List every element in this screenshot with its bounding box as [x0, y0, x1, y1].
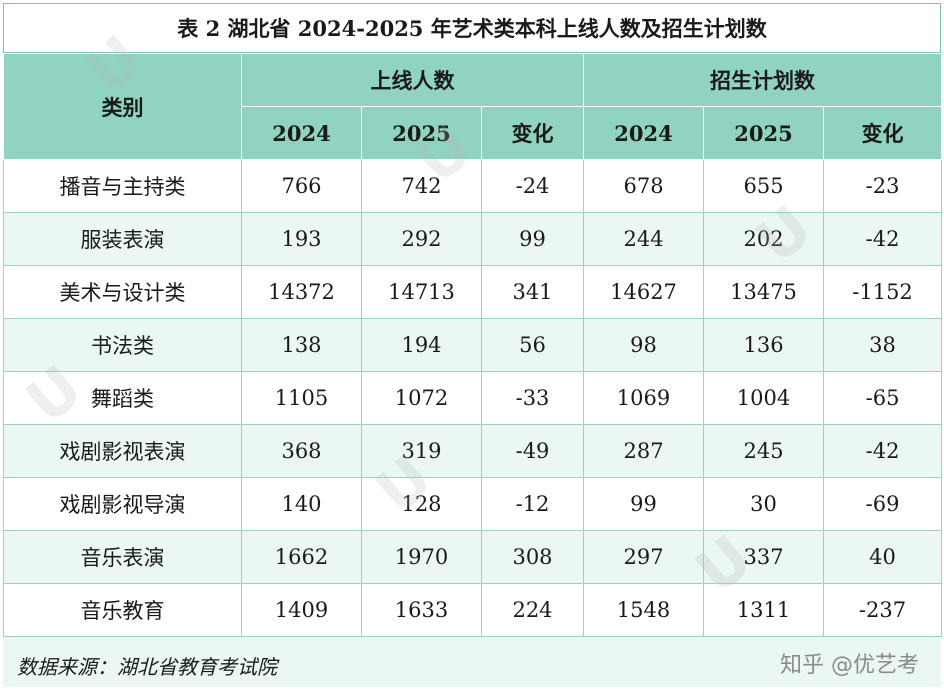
table-cell: -12	[480, 477, 585, 531]
table-cell: 202	[703, 212, 825, 266]
table-cell: 128	[361, 477, 482, 531]
table-cell: 287	[583, 424, 705, 478]
table-cell: 1970	[361, 530, 482, 584]
row-category: 戏剧影视表演	[3, 424, 242, 478]
table-cell: 292	[361, 212, 482, 266]
table-cell: 224	[480, 583, 585, 637]
table-cell: 14713	[361, 265, 482, 319]
row-category: 书法类	[3, 318, 242, 372]
table-row: 舞蹈类 1105 1072 -33 1069 1004 -65	[3, 371, 943, 425]
row-category: 音乐表演	[3, 530, 242, 584]
table-cell: 136	[703, 318, 825, 372]
subheader-2025: 2025	[703, 106, 825, 160]
table-cell: 99	[583, 477, 705, 531]
table-row: 美术与设计类 14372 14713 341 14627 13475 -1152	[3, 265, 943, 319]
table-cell: -237	[823, 583, 943, 637]
row-category: 戏剧影视导演	[3, 477, 242, 531]
table-cell: 1069	[583, 371, 705, 425]
row-category: 播音与主持类	[3, 159, 242, 213]
brand-watermark: 知乎 @优艺考	[780, 653, 919, 678]
table-cell: -42	[823, 424, 943, 478]
table-cell: 766	[241, 159, 362, 213]
table-cell: -65	[823, 371, 943, 425]
table-row: 音乐教育 1409 1633 224 1548 1311 -237	[3, 583, 943, 637]
table-cell: 1072	[361, 371, 482, 425]
table-cell: 1662	[241, 530, 362, 584]
table-row: 音乐表演 1662 1970 308 297 337 40	[3, 530, 943, 584]
table-cell: 40	[823, 530, 943, 584]
table-cell: 368	[241, 424, 362, 478]
subheader-2024: 2024	[241, 106, 362, 160]
table-cell: 1548	[583, 583, 705, 637]
table-cell: -49	[480, 424, 585, 478]
row-category: 美术与设计类	[3, 265, 242, 319]
table-cell: 341	[480, 265, 585, 319]
table-footer: 数据来源：湖北省教育考试院 知乎 @优艺考	[3, 636, 941, 687]
table-row: 播音与主持类 766 742 -24 678 655 -23	[3, 159, 943, 213]
table-cell: 14627	[583, 265, 705, 319]
header-enrollment-plan: 招生计划数	[583, 53, 943, 107]
data-table: 类别 上线人数 招生计划数 2024 2025 变化 2024 2025 变化 …	[3, 53, 943, 637]
table-title: 表 2 湖北省 2024-2025 年艺术类本科上线人数及招生计划数	[3, 3, 941, 53]
data-source: 数据来源：湖北省教育考试院	[17, 655, 277, 679]
table-cell: 140	[241, 477, 362, 531]
table-cell: 337	[703, 530, 825, 584]
header-online-count: 上线人数	[240, 53, 585, 107]
table-cell: 14372	[241, 265, 362, 319]
table-cell: 13475	[703, 265, 825, 319]
table-cell: 138	[241, 318, 362, 372]
subheader-2025: 2025	[361, 106, 482, 160]
table-cell: 194	[361, 318, 482, 372]
row-category: 服装表演	[3, 212, 242, 266]
table-cell: -23	[823, 159, 943, 213]
table-cell: 1311	[703, 583, 825, 637]
table-cell: 319	[361, 424, 482, 478]
header-category: 类别	[3, 53, 242, 160]
table-cell: 30	[703, 477, 825, 531]
table-row: 戏剧影视表演 368 319 -49 287 245 -42	[3, 424, 943, 478]
table-cell: 98	[583, 318, 705, 372]
table-cell: 56	[480, 318, 585, 372]
table-cell: -24	[480, 159, 585, 213]
subheader-2024: 2024	[583, 106, 705, 160]
table-cell: 38	[823, 318, 943, 372]
row-category: 舞蹈类	[3, 371, 242, 425]
row-category: 音乐教育	[3, 583, 242, 637]
subheader-change: 变化	[823, 106, 943, 160]
subheader-change: 变化	[480, 106, 585, 160]
table-cell: 1633	[361, 583, 482, 637]
table-cell: -33	[480, 371, 585, 425]
table-cell: 193	[241, 212, 362, 266]
table-row: 服装表演 193 292 99 244 202 -42	[3, 212, 943, 266]
table-cell: 1004	[703, 371, 825, 425]
table-cell: 1409	[241, 583, 362, 637]
table-cell: 1105	[241, 371, 362, 425]
table-cell: -1152	[823, 265, 943, 319]
table-cell: 742	[361, 159, 482, 213]
table-cell: 308	[480, 530, 585, 584]
table-row: 戏剧影视导演 140 128 -12 99 30 -69	[3, 477, 943, 531]
table-row: 书法类 138 194 56 98 136 38	[3, 318, 943, 372]
table-cell: 245	[703, 424, 825, 478]
table-cell: 99	[480, 212, 585, 266]
table-cell: -42	[823, 212, 943, 266]
table-cell: 297	[583, 530, 705, 584]
table-cell: 678	[583, 159, 705, 213]
table-cell: -69	[823, 477, 943, 531]
table-cell: 655	[703, 159, 825, 213]
table-cell: 244	[583, 212, 705, 266]
